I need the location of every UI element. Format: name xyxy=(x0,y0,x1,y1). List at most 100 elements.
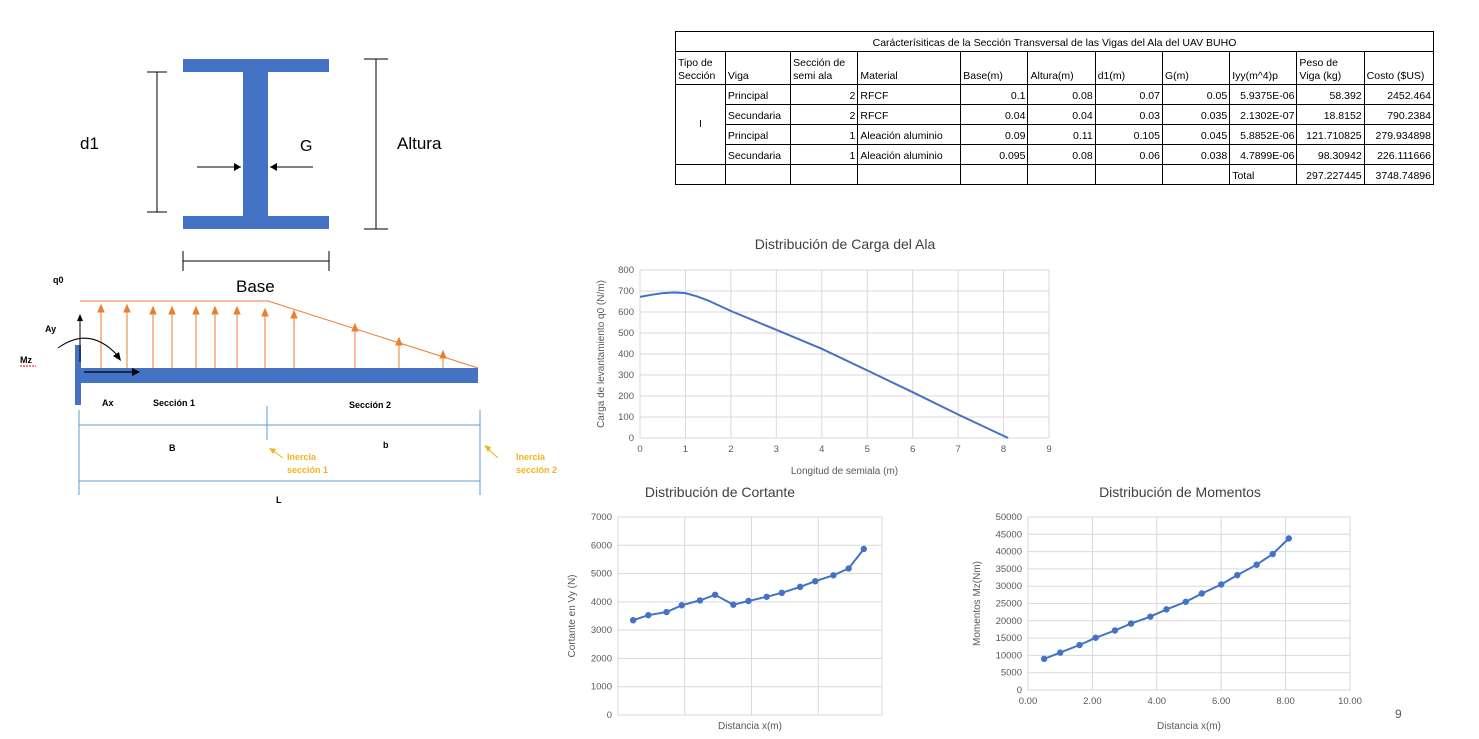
table-header-row: Tipo de Sección Viga Sección de semi ala… xyxy=(675,51,1435,85)
data-point xyxy=(845,565,852,572)
x-tick-label: 4.00 xyxy=(1148,696,1167,707)
y-axis-label: Carga de levantamiento q0 (N/m) xyxy=(596,280,607,428)
y-tick-label: 1000 xyxy=(591,682,612,693)
data-point xyxy=(663,608,670,616)
table-cell: Principal xyxy=(724,84,792,105)
chart3-title: Distribución de Momentos xyxy=(1099,484,1261,500)
y-tick-label: 700 xyxy=(618,286,634,297)
data-point xyxy=(678,602,685,609)
data-point xyxy=(1092,634,1099,641)
data-point xyxy=(696,597,704,604)
x-tick-label: 5 xyxy=(865,444,870,455)
table-header: G(m) xyxy=(1161,51,1231,85)
table-cell: 0.04 xyxy=(1027,104,1096,125)
data-point xyxy=(778,589,786,597)
y-tick-label: 3000 xyxy=(591,625,612,636)
y-tick-label: 30000 xyxy=(996,581,1022,592)
wall-support xyxy=(75,345,81,405)
y-tick-label: 100 xyxy=(618,412,634,423)
data-point xyxy=(763,593,770,600)
data-point xyxy=(1285,535,1293,542)
y-tick-label: 25000 xyxy=(996,599,1022,610)
table-header: Base(m) xyxy=(960,51,1029,85)
b-label: b xyxy=(383,440,389,450)
data-point xyxy=(1269,550,1276,558)
x-tick-label: 3 xyxy=(774,444,779,455)
load-arrows xyxy=(97,303,447,368)
x-tick-label: 6 xyxy=(910,444,915,455)
ay-label: Ay xyxy=(45,324,56,334)
y-tick-label: 300 xyxy=(618,370,634,381)
table-header: Iyy(m^4)p xyxy=(1229,51,1298,85)
x-tick-label: 10.00 xyxy=(1338,696,1362,707)
table-row: Secundaria 2 RFCF 0.04 0.04 0.03 0.035 2… xyxy=(676,104,1435,125)
table-cell: 0.03 xyxy=(1094,104,1163,125)
x-tick-label: 9 xyxy=(1046,444,1051,455)
x-tick-label: 0 xyxy=(637,444,642,455)
table-cell: 1 xyxy=(790,124,859,145)
x-tick-label: 1 xyxy=(683,444,688,455)
table-cell: 18.8152 xyxy=(1296,104,1365,125)
d1-label: d1 xyxy=(80,134,99,153)
data-point xyxy=(1163,606,1170,613)
table-cell: 279.934898 xyxy=(1363,124,1435,145)
table-cell: Principal xyxy=(724,124,792,145)
L-label: L xyxy=(276,495,282,505)
g-label: G xyxy=(300,138,313,155)
data-point xyxy=(812,578,819,585)
x-axis-label: Distancia x(m) xyxy=(718,721,782,732)
data-point xyxy=(1234,571,1241,579)
data-point xyxy=(1076,641,1083,649)
data-point xyxy=(1253,561,1260,568)
data-point xyxy=(1111,627,1119,634)
y-tick-label: 40000 xyxy=(996,547,1022,558)
table-cell: 0.11 xyxy=(1027,124,1096,145)
table-cell: 0.04 xyxy=(960,104,1029,125)
y-axis-label: Momentos Mz(Nm) xyxy=(972,561,983,646)
table-header: Peso de Viga (kg) xyxy=(1296,51,1365,85)
y-tick-label: 400 xyxy=(618,349,634,360)
table-header: Costo ($US) xyxy=(1363,51,1435,85)
table-cell: RFCF xyxy=(857,104,962,125)
table-cell: 5.9375E-06 xyxy=(1229,84,1298,105)
data-point xyxy=(730,601,737,608)
ibeam-dimension-lines xyxy=(147,58,388,271)
chart2-title: Distribución de Cortante xyxy=(644,484,796,500)
data-point xyxy=(1057,649,1064,656)
total-label: Total xyxy=(1229,164,1298,185)
top-flange xyxy=(183,59,329,72)
table-cell: 790.2384 xyxy=(1363,104,1435,125)
beam-properties-table: Carácterísiticas de la Sección Transvers… xyxy=(675,31,1435,185)
table-cell: 2 xyxy=(790,104,859,125)
table-header: d1(m) xyxy=(1094,51,1163,85)
page-number: 9 xyxy=(1395,707,1402,721)
table-title: Carácterísiticas de la Sección Transvers… xyxy=(675,31,1434,52)
table-header: Sección de semi ala xyxy=(790,51,859,85)
plot-area xyxy=(617,516,883,716)
tipo-cell: I xyxy=(675,84,726,165)
table-row: I Principal 2 RFCF 0.1 0.08 0.07 0.05 5.… xyxy=(675,84,1435,165)
seccion2-label: Sección 2 xyxy=(349,400,391,410)
table-cell: 0.095 xyxy=(960,144,1029,165)
y-tick-label: 20000 xyxy=(996,616,1022,627)
data-point xyxy=(745,597,752,605)
ax-label: Ax xyxy=(102,398,114,408)
plot-area xyxy=(1027,516,1351,691)
chart1-title: Distribución de Carga del Ala xyxy=(754,236,936,252)
table-cell: RFCF xyxy=(857,84,962,105)
table-header: Viga xyxy=(724,51,792,85)
beam-body xyxy=(79,368,478,383)
table-header: Altura(m) xyxy=(1027,51,1096,85)
series-line xyxy=(639,291,1009,439)
load-distribution-chart: 0 100 200 300 400 500 600 700 800 0 1 2 3 4 5 6 7 8 9 Longi… xyxy=(596,265,1052,477)
table-cell: 4.7899E-06 xyxy=(1229,144,1298,165)
inercia2-label-line1: Inercia xyxy=(516,452,546,462)
table-cell: 0.05 xyxy=(1161,84,1231,105)
moment-distribution-chart: 0 5000 10000 15000 20000 25000 30000 35000 40000… xyxy=(972,512,1362,732)
table-row: Principal 1 Aleación aluminio 0.09 0.11 … xyxy=(676,124,1435,145)
data-point xyxy=(645,611,652,619)
table-cell: 0.038 xyxy=(1161,144,1231,165)
x-tick-label: 8.00 xyxy=(1276,696,1295,707)
data-point xyxy=(796,583,804,591)
y-tick-label: 2000 xyxy=(591,653,612,664)
